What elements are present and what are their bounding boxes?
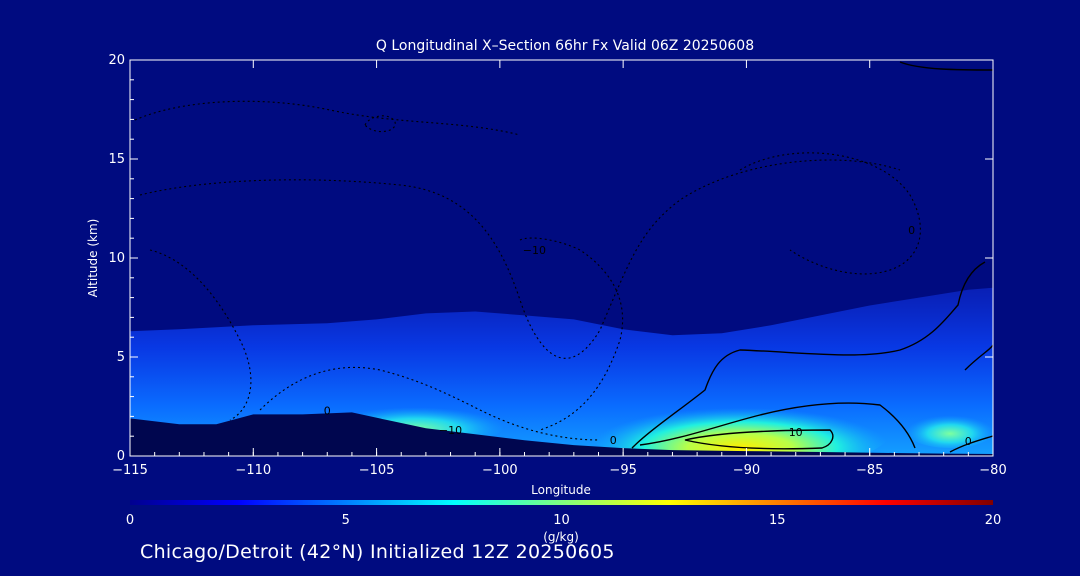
plot-area: 0 −10 0 10 −10 0 0 (130, 61, 993, 456)
x-axis-label: Longitude (531, 483, 591, 497)
x-tick-label: −110 (235, 463, 271, 478)
colorbar: 0 5 10 15 20 (g/kg) (126, 500, 1001, 544)
y-axis-label: Altitude (km) (86, 219, 100, 298)
upper-dotted-contour-ring (364, 115, 396, 133)
contour-label-5: 0 (908, 224, 915, 237)
colorbar-unit-label: (g/kg) (543, 530, 579, 544)
footer-caption: Chicago/Detroit (42°N) Initialized 12Z 2… (140, 541, 615, 563)
solid-contours (631, 61, 993, 453)
contour-labels: 0 −10 0 10 −10 0 0 (324, 224, 972, 448)
contour-label-1: −10 (439, 424, 462, 437)
east-dotted-contour (739, 152, 921, 275)
colorbar-tick-label: 20 (985, 513, 1002, 528)
colorbar-tick-label: 5 (342, 513, 350, 528)
west-dotted-contour (149, 249, 252, 421)
humidity-east-maximum (905, 412, 993, 448)
colorbar-ticks: 0 5 10 15 20 (126, 513, 1001, 528)
x-axis-ticks: −115 −110 −105 −100 −95 −90 −85 −80 (112, 60, 1007, 478)
colorbar-tick-label: 10 (553, 513, 570, 528)
solid-contour-ten (684, 429, 834, 450)
y-tick-label: 20 (108, 53, 125, 68)
upper-dotted-contour-west (134, 100, 521, 136)
x-tick-label: −85 (856, 463, 883, 478)
dotted-contours (134, 100, 921, 441)
y-tick-label: 5 (117, 350, 125, 365)
contour-label-3: 10 (789, 426, 803, 439)
x-tick-label: −95 (609, 463, 636, 478)
solid-contour-zero (631, 261, 986, 449)
colorbar-gradient (130, 500, 993, 505)
low-dotted-contour (259, 366, 601, 441)
terrain-mask (130, 412, 993, 456)
trough-dotted-contour (519, 237, 624, 431)
solid-contour-east (964, 344, 993, 371)
contour-label-0: 0 (324, 404, 331, 417)
colorbar-tick-label: 15 (769, 513, 786, 528)
x-tick-label: −115 (112, 463, 148, 478)
x-tick-label: −105 (359, 463, 395, 478)
contour-label-4: −10 (523, 244, 546, 257)
solid-contour-surface (949, 435, 993, 453)
humidity-maximum (590, 392, 890, 456)
x-tick-label: −80 (979, 463, 1006, 478)
x-tick-label: −90 (733, 463, 760, 478)
y-tick-label: 15 (108, 152, 125, 167)
x-tick-label: −100 (482, 463, 518, 478)
chart-title: Q Longitudinal X–Section 66hr Fx Valid 0… (376, 38, 754, 54)
y-tick-label: 10 (108, 251, 125, 266)
y-tick-label: 0 (117, 449, 125, 464)
y-axis-ticks: 0 5 10 15 20 (108, 53, 993, 464)
solid-contour-top (899, 61, 993, 71)
solid-contour-lower (639, 402, 916, 449)
contour-label-6: 0 (965, 435, 972, 448)
colorbar-tick-label: 0 (126, 513, 134, 528)
contour-label-2: 0 (610, 434, 617, 447)
